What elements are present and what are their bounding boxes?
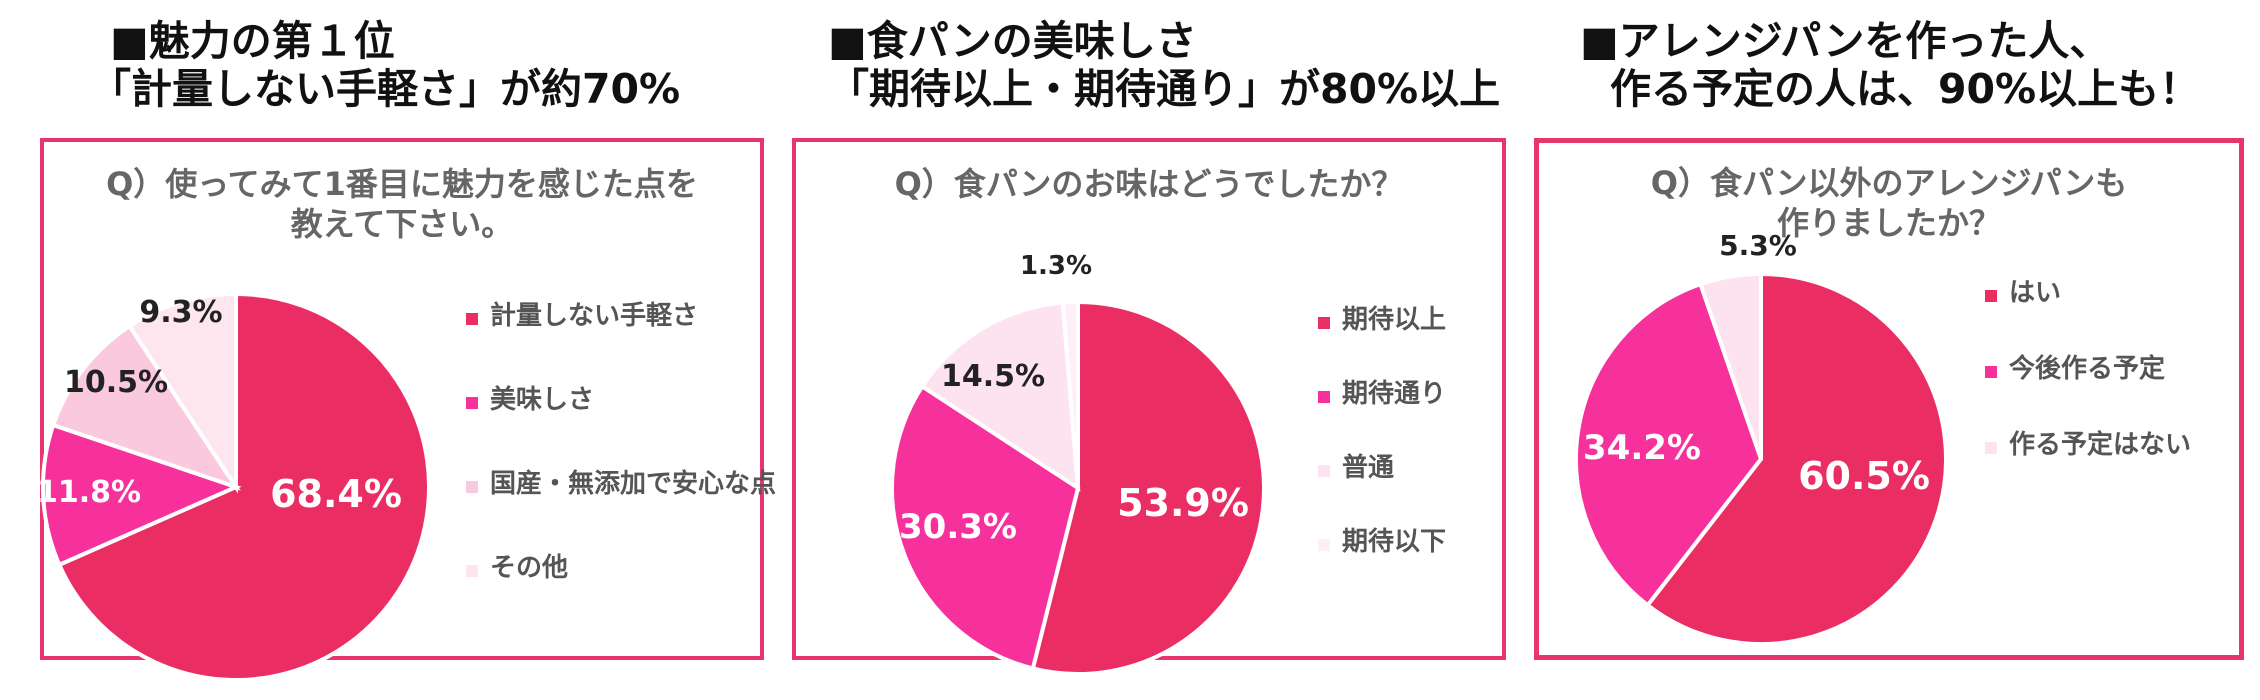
legend-label: 期待以下 <box>1342 527 1446 557</box>
legend-item: 計量しない手軽さ <box>466 300 698 331</box>
data-label: 34.2% <box>1583 428 1701 468</box>
data-label: 11.8% <box>37 475 141 510</box>
legend-item: 普通 <box>1318 452 1394 483</box>
data-label: 14.5% <box>941 359 1045 394</box>
panel-attraction: ■魅力の第１位 「計量しない手軽さ」が約70% Q）使ってみて1番目に魅力を感じ… <box>0 0 780 700</box>
headline-line-2: 「期待以上・期待通り」が80%以上 <box>828 65 1501 113</box>
legend-label: 期待通り <box>1342 379 1446 409</box>
legend-swatch <box>466 565 478 577</box>
question-line-1: Q）使ってみて1番目に魅力を感じた点を <box>106 165 698 203</box>
headline-line-1: ■食パンの美味しさ <box>828 17 1197 65</box>
legend-swatch <box>466 313 478 325</box>
data-label: 60.5% <box>1798 454 1930 498</box>
legend-item: 作る予定はない <box>1985 429 2191 460</box>
panel-arrange: ■アレンジパンを作った人、 作る予定の人は、90%以上も！ Q）食パン以外のアレ… <box>1520 0 2260 700</box>
legend-swatch <box>466 397 478 409</box>
question-line-2: 教えて下さい。 <box>290 205 514 243</box>
legend-label: 作る予定はない <box>2009 429 2191 460</box>
legend-swatch <box>1318 391 1330 403</box>
legend-swatch <box>1985 366 1997 378</box>
pie-slice <box>1030 299 1266 676</box>
legend-label: 計量しない手軽さ <box>490 300 698 331</box>
legend-item: 国産・無添加で安心な点 <box>466 468 776 499</box>
pie-chart: 68.4% 11.8% 10.5% 9.3% 計量しない手軽さ美味しさ国産・無添加で安心… <box>37 291 776 682</box>
legend-item: 美味しさ <box>466 384 594 415</box>
legend-item: 期待以下 <box>1318 527 1446 557</box>
legend-item: その他 <box>466 553 568 583</box>
legend-label: その他 <box>490 553 568 583</box>
question-line-2: 作りましたか？ <box>1776 204 2001 242</box>
headline-line-1: ■アレンジパンを作った人、 <box>1580 17 2111 65</box>
pie-slice <box>1644 271 1948 646</box>
pie-slice <box>50 323 241 491</box>
headline-line-2: 「計量しない手軽さ」が約70% <box>90 65 681 113</box>
data-label: 53.9% <box>1117 481 1249 525</box>
data-label: 68.4% <box>270 472 402 516</box>
legend-item: 期待通り <box>1318 379 1446 409</box>
headline-line-1: ■魅力の第１位 <box>110 17 395 65</box>
data-label: 10.5% <box>64 365 168 400</box>
pie-slice <box>919 300 1081 492</box>
pie-slice <box>1060 299 1080 489</box>
panel-taste: ■食パンの美味しさ 「期待以上・期待通り」が80%以上 Q）食パンのお味はどうで… <box>780 0 1520 700</box>
legend-swatch <box>466 481 478 493</box>
legend-label: 美味しさ <box>490 384 594 415</box>
data-label: 9.3% <box>139 295 222 330</box>
legend-item: はい <box>1985 278 2061 308</box>
pie-slice <box>41 422 242 568</box>
data-label: 1.3% <box>1020 251 1092 281</box>
legend-item: 今後作る予定 <box>1985 353 2165 384</box>
pie-slice <box>56 291 431 682</box>
pie-slice <box>890 383 1081 671</box>
headline-line-2: 作る予定の人は、90%以上も！ <box>1610 65 2201 113</box>
pie-slice <box>1574 281 1764 608</box>
chart-box: Q）食パン以外のアレンジパンも 作りましたか？ 60.5% 34.2% 5.3% はい… <box>1534 138 2244 660</box>
question-line-1: Q）食パンのお味はどうでしたか？ <box>894 165 1404 203</box>
legend-swatch <box>1985 442 1997 454</box>
legend-swatch <box>1318 465 1330 477</box>
legend-label: 今後作る予定 <box>2009 353 2165 384</box>
data-label: 30.3% <box>899 507 1017 547</box>
legend-label: 国産・無添加で安心な点 <box>490 468 776 499</box>
pie-slice <box>1697 271 1763 460</box>
legend-label: 期待以上 <box>1342 305 1446 335</box>
legend-swatch <box>1318 317 1330 329</box>
chart-box: Q）食パンのお味はどうでしたか？ 53.9% 30.3% 14.5% 1.3% 期待以上… <box>792 138 1506 676</box>
pie-slice <box>126 291 238 494</box>
legend-swatch <box>1985 290 1997 302</box>
data-label: 5.3% <box>1719 229 1797 262</box>
legend-label: はい <box>2009 278 2061 308</box>
legend-label: 普通 <box>1342 452 1394 483</box>
legend-swatch <box>1318 539 1330 551</box>
question-line-1: Q）食パン以外のアレンジパンも <box>1650 164 2128 202</box>
legend-item: 期待以上 <box>1318 305 1446 335</box>
chart-box: Q）使ってみて1番目に魅力を感じた点を 教えて下さい。 68.4% 11.8% 10… <box>37 138 776 682</box>
